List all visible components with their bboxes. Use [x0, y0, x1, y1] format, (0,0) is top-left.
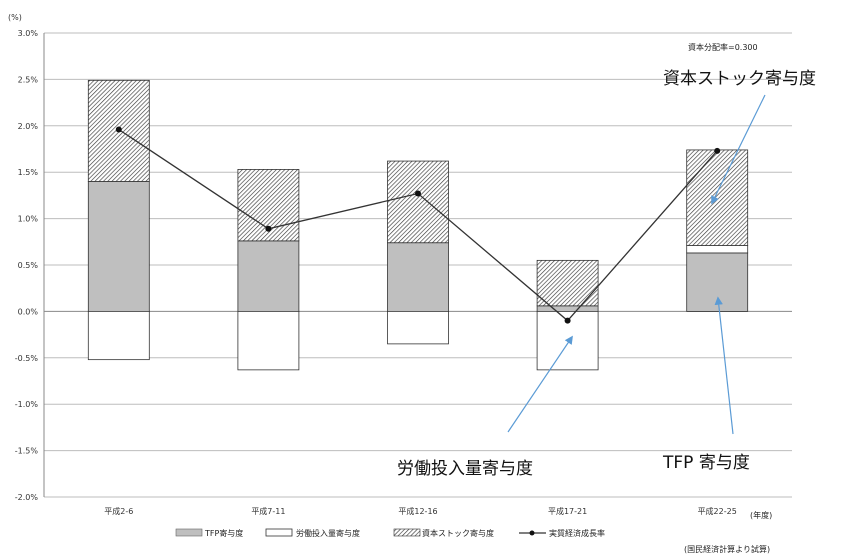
y-unit-label: (%): [8, 13, 22, 22]
x-tick-label: 平成12-16: [398, 506, 437, 516]
bar-labor: [237, 310, 300, 371]
y-tick-label: 0.5%: [18, 261, 39, 270]
x-tick-label: 平成7-11: [251, 506, 285, 516]
callout-capital: 資本ストック寄与度: [663, 69, 816, 89]
bar-tfp: [387, 242, 449, 312]
y-tick-label: 2.5%: [18, 75, 39, 84]
legend-label-capital: 資本ストック寄与度: [422, 528, 494, 538]
growth-line: [115, 126, 721, 324]
growth-point: [714, 147, 721, 154]
legend-label-tfp: TFP寄与度: [204, 528, 243, 538]
bar-capital: [387, 160, 449, 244]
x-tick-label: 平成17-21: [548, 506, 587, 516]
bar-capital: [536, 259, 599, 307]
y-axis-ticks: 3.0% 2.5% 2.0% 1.5% 1.0% 0.5% 0.0% -0.5% -1.0% -1…: [15, 29, 39, 502]
bars: [87, 79, 749, 371]
legend-swatch-capital: [393, 528, 421, 537]
legend-label-growth: 実質経済成長率: [549, 528, 605, 538]
growth-point: [115, 126, 122, 133]
y-tick-label: -0.5%: [15, 354, 39, 363]
y-tick-label: 2.0%: [18, 122, 39, 131]
y-tick-label: 0.0%: [18, 307, 39, 316]
legend-swatch-labor: [265, 528, 293, 537]
x-unit-label: (年度): [750, 510, 772, 520]
y-tick-label: 1.0%: [18, 215, 39, 224]
bar-capital: [686, 149, 749, 246]
y-tick-label: -2.0%: [15, 493, 39, 502]
callout-tfp-arrow: [714, 296, 734, 435]
legend-label-labor: 労働投入量寄与度: [296, 528, 360, 538]
bar-tfp: [87, 181, 150, 312]
y-tick-label: -1.0%: [15, 400, 39, 409]
x-tick-label: 平成22-25: [698, 506, 737, 516]
bar-labor: [686, 245, 749, 254]
bar-tfp: [536, 305, 599, 312]
growth-point: [564, 317, 571, 324]
bar-labor: [387, 310, 449, 345]
bar-labor: [87, 310, 150, 361]
y-tick-label: 3.0%: [18, 29, 39, 38]
legend-marker-growth: [529, 530, 535, 536]
capital-share-label: 資本分配率=0.300: [688, 42, 758, 52]
x-axis-ticks: 平成2-6 平成7-11 平成12-16 平成17-21 平成22-25: [104, 506, 737, 516]
legend: TFP寄与度 労働投入量寄与度 資本ストック寄与度 実質経済成長率: [175, 528, 605, 538]
bar-tfp: [237, 240, 300, 312]
source-note: (国民経済計算より試算): [684, 544, 770, 554]
callout-labor-arrow: [507, 335, 573, 433]
callout-capital-arrow: [711, 94, 766, 205]
growth-point: [265, 225, 272, 232]
x-tick-label: 平成2-6: [104, 506, 133, 516]
callout-labor: 労働投入量寄与度: [397, 459, 533, 479]
y-tick-label: -1.5%: [15, 447, 39, 456]
y-tick-label: 1.5%: [18, 168, 39, 177]
bar-tfp: [686, 252, 749, 312]
growth-point: [415, 190, 421, 197]
callout-tfp: TFP 寄与度: [662, 453, 750, 473]
legend-swatch-tfp: [175, 528, 203, 537]
